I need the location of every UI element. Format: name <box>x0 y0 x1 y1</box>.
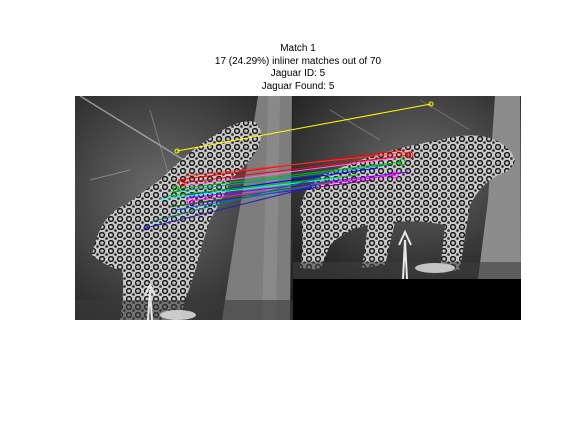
right-image-padding <box>293 279 521 320</box>
